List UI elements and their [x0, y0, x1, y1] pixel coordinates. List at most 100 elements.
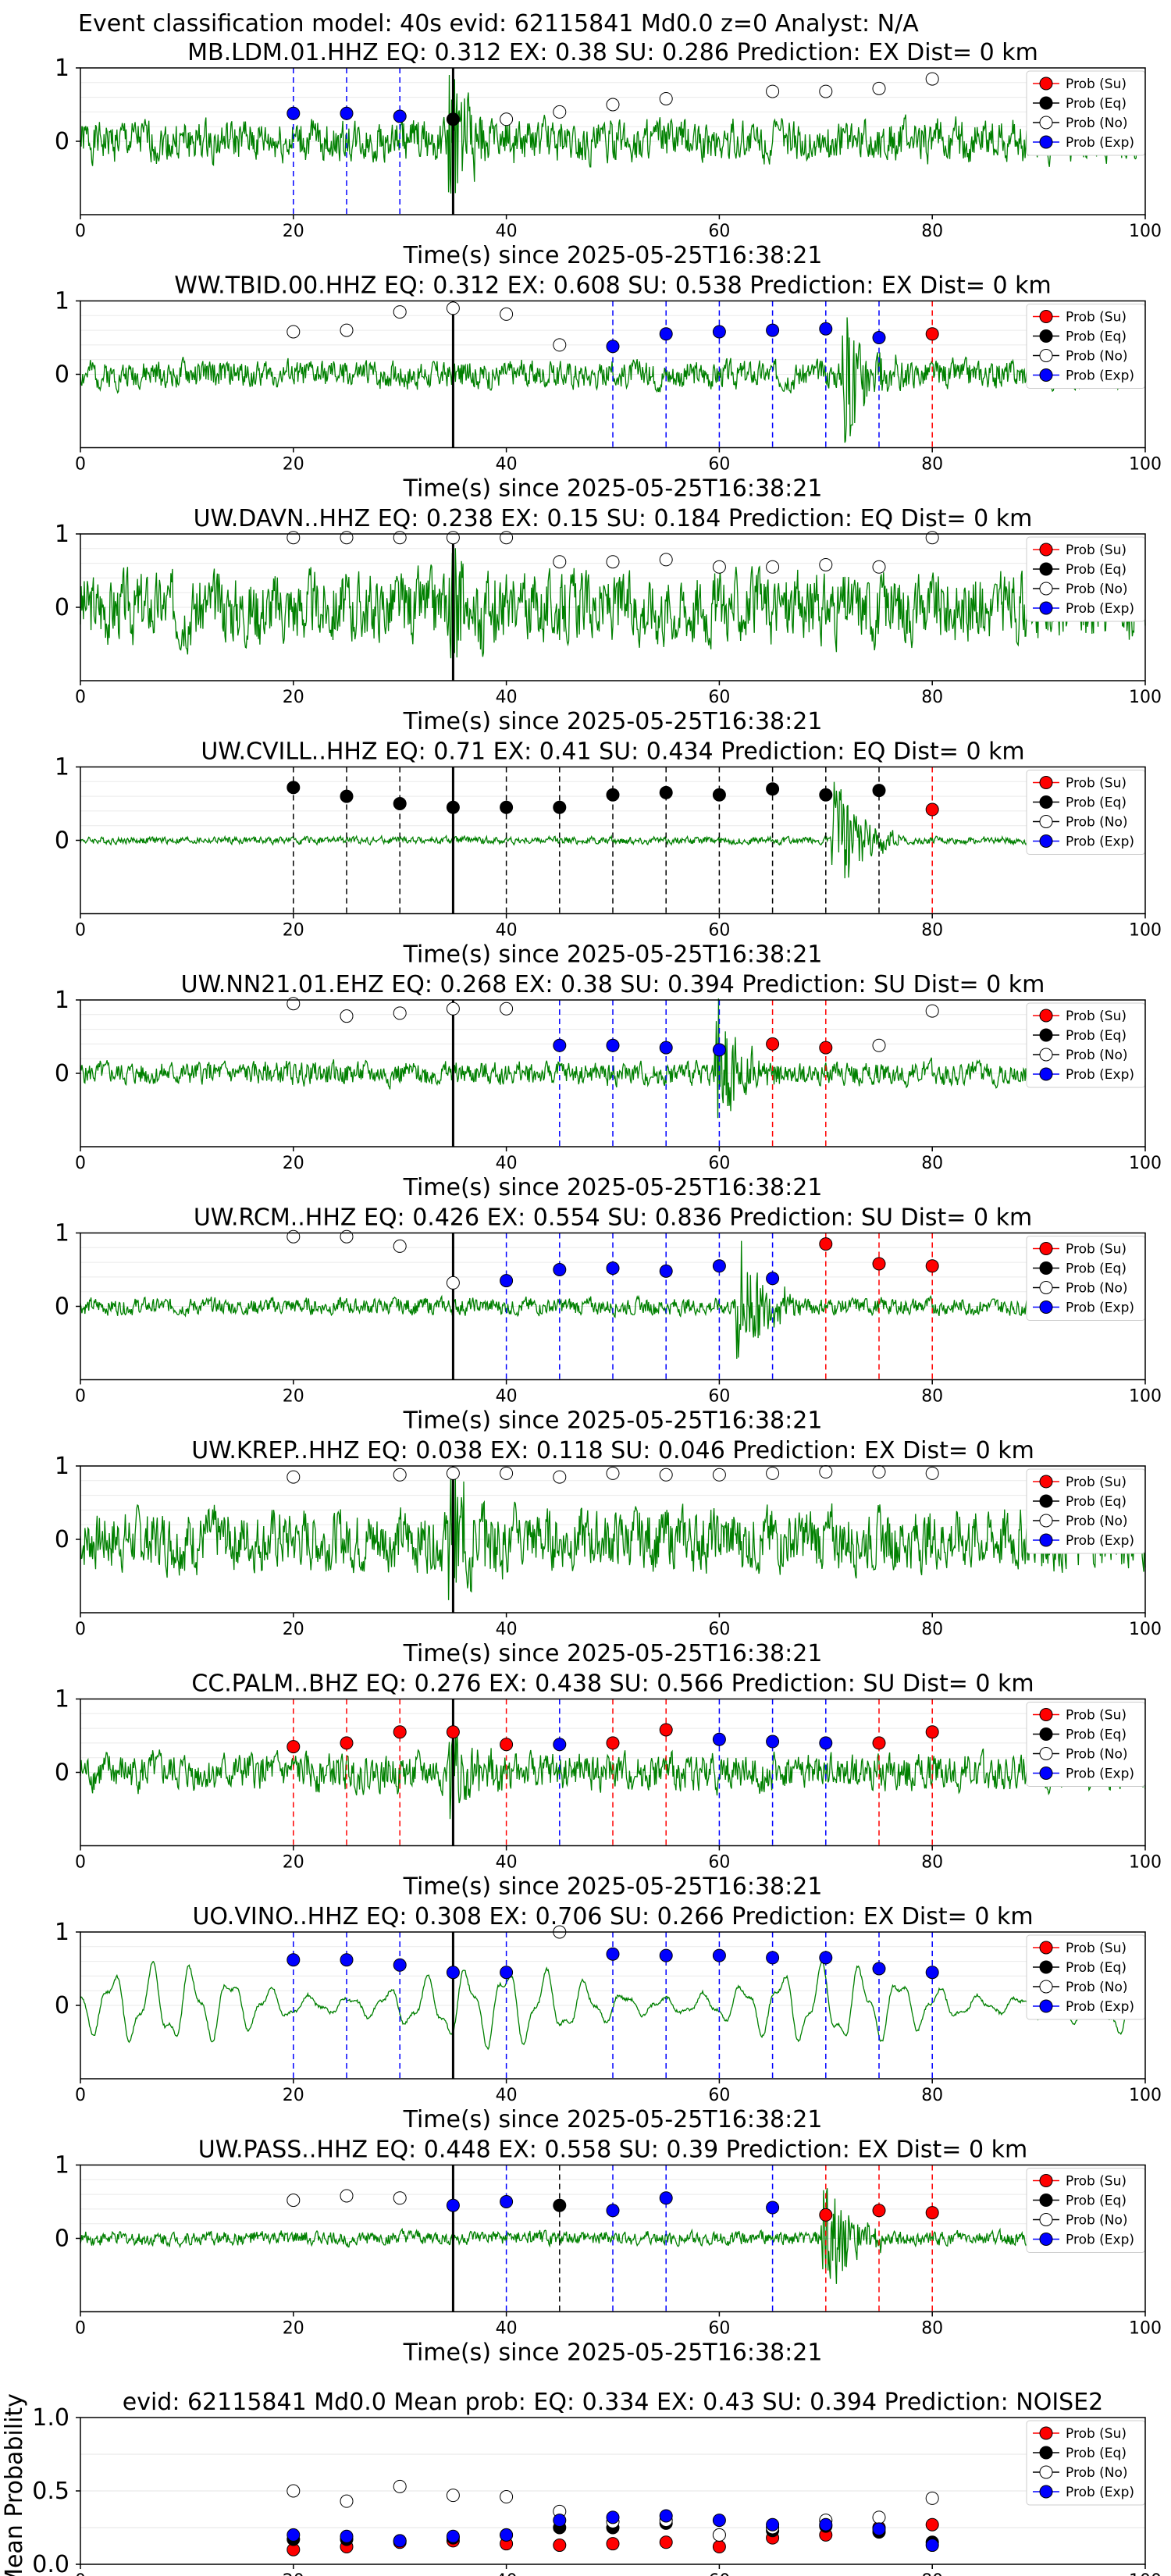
prob-point-no	[340, 323, 354, 337]
y-tick-label: 0	[55, 1060, 69, 1087]
prob-point-no	[393, 531, 407, 545]
legend-label: Prob (Exp)	[1066, 1767, 1134, 1782]
prob-point-exp	[712, 1043, 726, 1057]
mean-point-su	[553, 2539, 567, 2553]
prob-point-no	[393, 305, 407, 319]
prob-point-su	[925, 1259, 939, 1273]
x-tick-label: 60	[708, 1154, 730, 1173]
legend-label: Prob (Su)	[1066, 543, 1127, 558]
x-axis-label: Time(s) since 2025-05-25T16:38:21	[403, 2339, 823, 2367]
prob-point-no	[606, 98, 620, 112]
prob-point-exp	[712, 1732, 726, 1746]
x-tick-label: 20	[283, 222, 304, 241]
x-tick-label: 100	[1129, 455, 1162, 475]
legend-label: Prob (Su)	[1066, 2426, 1127, 2442]
y-tick-label: 0.0	[32, 2551, 69, 2576]
legend-marker	[1039, 815, 1053, 828]
prob-point-exp	[766, 2201, 780, 2215]
x-tick-label: 40	[496, 688, 518, 707]
mean-point-exp	[446, 2529, 460, 2543]
prob-point-su	[766, 1037, 780, 1051]
prob-point-no	[393, 1006, 407, 1020]
prob-point-no	[659, 553, 673, 567]
prob-point-exp	[766, 1272, 780, 1286]
panel-9: UW.PASS..HHZ EQ: 0.448 EX: 0.558 SU: 0.3…	[55, 2137, 1162, 2367]
legend-marker	[1039, 1999, 1053, 2013]
panel-title: UW.KREP..HHZ EQ: 0.038 EX: 0.118 SU: 0.0…	[191, 1437, 1034, 1464]
x-tick-label: 40	[496, 2086, 518, 2105]
prob-point-exp	[659, 1948, 673, 1962]
prob-point-exp	[659, 327, 673, 341]
legend-label: Prob (Su)	[1066, 776, 1127, 792]
legend-marker	[1039, 1708, 1053, 1721]
legend-marker	[1039, 329, 1053, 343]
prob-point-exp	[553, 1038, 567, 1052]
legend-marker	[1039, 1533, 1053, 1547]
x-tick-label: 60	[708, 2571, 730, 2576]
x-tick-label: 80	[921, 688, 943, 707]
mean-point-exp	[712, 2514, 726, 2528]
x-tick-label: 40	[496, 455, 518, 475]
panel-title: UO.VINO..HHZ EQ: 0.308 EX: 0.706 SU: 0.2…	[192, 1903, 1033, 1930]
mean-point-exp	[500, 2528, 514, 2542]
legend-marker	[1039, 1242, 1053, 1255]
legend-label: Prob (No)	[1066, 582, 1128, 597]
x-tick-label: 80	[921, 2086, 943, 2105]
prob-point-no	[819, 1465, 833, 1479]
prob-point-eq	[872, 784, 886, 798]
panel-title: UW.NN21.01.EHZ EQ: 0.268 EX: 0.38 SU: 0.…	[181, 971, 1045, 998]
y-tick-label: 1	[55, 1919, 69, 1946]
legend-label: Prob (No)	[1066, 1514, 1128, 1529]
legend-marker	[1039, 776, 1053, 789]
y-tick-label: 0	[55, 1992, 69, 2019]
prob-point-exp	[659, 1264, 673, 1278]
prob-point-no	[340, 1229, 354, 1244]
prob-point-exp	[553, 1738, 567, 1752]
x-tick-label: 0	[75, 1154, 86, 1173]
prob-point-exp	[766, 1735, 780, 1749]
legend-marker	[1039, 1514, 1053, 1528]
x-axis-label: Time(s) since 2025-05-25T16:38:21	[403, 1407, 823, 1435]
legend-marker	[1039, 1281, 1053, 1294]
prob-point-no	[766, 1466, 780, 1480]
waveform-trace	[80, 1726, 1146, 1820]
y-tick-label: 0	[55, 361, 69, 389]
prob-point-no	[606, 555, 620, 569]
x-tick-label: 60	[708, 1853, 730, 1873]
panel-5: UW.RCM..HHZ EQ: 0.426 EX: 0.554 SU: 0.83…	[55, 1204, 1162, 1435]
legend-marker	[1039, 2485, 1053, 2499]
prob-point-su	[659, 1723, 673, 1737]
x-axis-label: Time(s) since 2025-05-25T16:38:21	[403, 242, 823, 269]
mean-point-no	[872, 2510, 886, 2524]
prob-point-exp	[872, 331, 886, 344]
prob-point-no	[393, 1468, 407, 1482]
x-tick-label: 0	[75, 455, 86, 475]
figure-title: Event classification model: 40s evid: 62…	[78, 10, 919, 37]
legend-marker	[1039, 2174, 1053, 2187]
x-tick-label: 60	[708, 1620, 730, 1639]
legend-marker	[1039, 1941, 1053, 1955]
prob-point-exp	[446, 2198, 460, 2212]
x-tick-label: 60	[708, 2319, 730, 2339]
prob-point-no	[500, 1466, 514, 1480]
legend-label: Prob (Eq)	[1066, 329, 1127, 345]
x-tick-label: 0	[75, 1387, 86, 1407]
waveform-trace	[80, 781, 1146, 879]
prob-point-no	[287, 2194, 301, 2208]
prob-point-exp	[659, 2191, 673, 2205]
x-tick-label: 100	[1129, 2571, 1162, 2576]
legend-marker	[1039, 1980, 1053, 1994]
x-tick-label: 80	[921, 2571, 943, 2576]
prob-point-eq	[393, 797, 407, 810]
x-tick-label: 100	[1129, 1154, 1162, 1173]
legend-marker	[1039, 1727, 1053, 1741]
legend-label: Prob (No)	[1066, 2213, 1128, 2229]
prob-point-eq	[500, 800, 514, 814]
prob-point-no	[393, 1239, 407, 1253]
prob-point-eq	[340, 789, 354, 803]
prob-point-no	[500, 1002, 514, 1016]
legend-label: Prob (Exp)	[1066, 1533, 1134, 1549]
x-tick-label: 100	[1129, 688, 1162, 707]
prob-point-eq	[446, 112, 460, 126]
mean-point-exp	[872, 2522, 886, 2536]
